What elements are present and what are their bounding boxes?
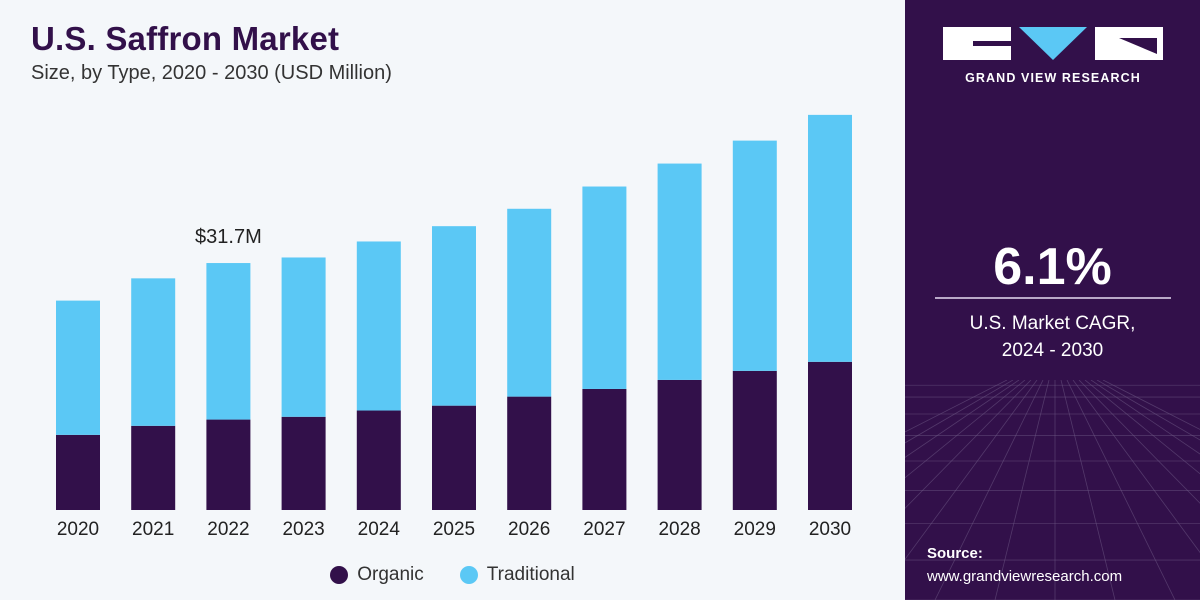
x-tick-label-2025: 2025 bbox=[433, 519, 475, 540]
legend-item-traditional: Traditional bbox=[459, 564, 575, 586]
bar-organic-2029 bbox=[732, 370, 777, 510]
logo-text: GRAND VIEW RESEARCH bbox=[965, 71, 1141, 85]
brand-logo: GRAND VIEW RESEARCH bbox=[943, 24, 1163, 94]
cagr-divider bbox=[935, 297, 1171, 299]
x-tick-label-2027: 2027 bbox=[583, 519, 625, 540]
grid-line bbox=[1072, 380, 1200, 554]
cagr-label-line2: 2024 - 2030 bbox=[1001, 340, 1104, 361]
logo-mark-icon bbox=[943, 27, 1163, 60]
cagr-label-line1: U.S. Market CAGR, bbox=[969, 313, 1136, 334]
grid-line bbox=[1090, 380, 1200, 455]
x-tick-label-2022: 2022 bbox=[207, 519, 249, 540]
x-tick-label-2030: 2030 bbox=[809, 519, 851, 540]
grid-line bbox=[934, 380, 1044, 600]
stacked-bar-chart: 2020 2021 2022 2023 2024 2025 2026 2027 2028 2029… bbox=[56, 114, 852, 540]
bar-organic-2020 bbox=[56, 434, 100, 510]
chart-panel: U.S. Saffron Market Size, by Type, 2020 … bbox=[0, 20, 905, 590]
legend-swatch-traditional bbox=[459, 566, 478, 584]
bar-organic-2028 bbox=[657, 379, 702, 510]
bar-organic-2024 bbox=[356, 410, 401, 510]
bar-traditional-2024 bbox=[356, 241, 401, 411]
bar-traditional-2028 bbox=[657, 163, 702, 380]
legend-label-organic: Organic bbox=[357, 564, 424, 585]
x-tick-label-2029: 2029 bbox=[734, 519, 776, 540]
cagr-value: 6.1% bbox=[993, 238, 1112, 296]
perspective-grid-decoration bbox=[905, 380, 1200, 600]
grid-line bbox=[994, 380, 1050, 600]
legend-item-organic: Organic bbox=[330, 564, 424, 586]
x-tick-label-2028: 2028 bbox=[658, 519, 700, 540]
chart-subtitle: Size, by Type, 2020 - 2030 (USD Million) bbox=[31, 62, 392, 84]
chart-legend: Organic Traditional bbox=[0, 560, 905, 590]
bar-traditional-2027 bbox=[582, 186, 627, 389]
source-link[interactable]: www.grandviewresearch.com bbox=[927, 568, 1123, 585]
bar-traditional-2030 bbox=[808, 114, 852, 362]
x-tick-label-2026: 2026 bbox=[508, 519, 550, 540]
grid-line bbox=[1060, 380, 1116, 600]
bar-traditional-2022 bbox=[206, 263, 251, 420]
bar-organic-2023 bbox=[281, 416, 326, 510]
grid-line bbox=[1084, 380, 1200, 475]
bar-organic-2022 bbox=[206, 419, 251, 510]
x-tick-label-2024: 2024 bbox=[358, 519, 401, 540]
cagr-label: U.S. Market CAGR, 2024 - 2030 bbox=[905, 310, 1200, 364]
bar-traditional-2020 bbox=[56, 300, 100, 435]
grid-line bbox=[905, 380, 1026, 479]
x-tick-label-2020: 2020 bbox=[57, 519, 99, 540]
bar-traditional-2023 bbox=[281, 257, 326, 417]
grid-line bbox=[1096, 380, 1200, 441]
source-label: Source: bbox=[927, 545, 983, 562]
bar-organic-2030 bbox=[808, 361, 852, 510]
grid-line bbox=[1066, 380, 1176, 600]
data-label-2022: $31.7M bbox=[195, 226, 262, 248]
bar-traditional-2029 bbox=[732, 140, 777, 371]
bar-organic-2021 bbox=[131, 425, 176, 510]
bar-organic-2025 bbox=[432, 405, 476, 510]
legend-swatch-organic bbox=[330, 566, 349, 584]
grid-line bbox=[905, 380, 1008, 433]
grid-line bbox=[905, 380, 1014, 444]
grid-line bbox=[905, 380, 1020, 458]
bar-organic-2026 bbox=[507, 396, 552, 510]
bar-organic-2027 bbox=[582, 388, 627, 510]
x-tick-label-2021: 2021 bbox=[132, 519, 174, 540]
bar-traditional-2026 bbox=[507, 208, 552, 397]
grid-line bbox=[905, 380, 1038, 560]
x-tick-label-2023: 2023 bbox=[282, 519, 324, 540]
bar-traditional-2025 bbox=[432, 226, 476, 406]
chart-title: U.S. Saffron Market bbox=[31, 20, 340, 57]
grid-line bbox=[1078, 380, 1200, 504]
info-sidebar: GRAND VIEW RESEARCH 6.1% U.S. Market CAG… bbox=[905, 0, 1200, 600]
grid-line bbox=[905, 380, 1032, 509]
legend-label-traditional: Traditional bbox=[486, 564, 575, 585]
grid-line bbox=[1102, 380, 1200, 430]
bar-traditional-2021 bbox=[131, 278, 176, 426]
